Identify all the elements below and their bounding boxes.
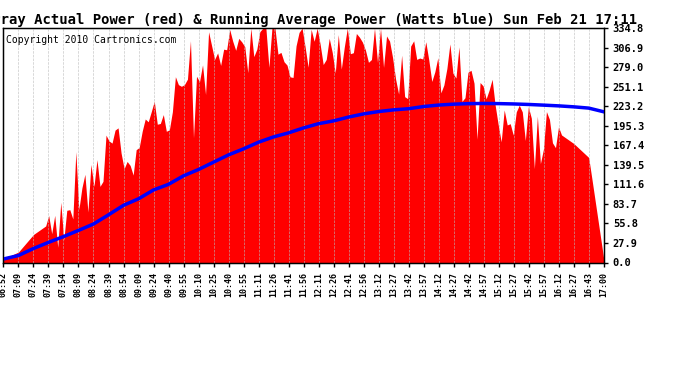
Text: East Array Actual Power (red) & Running Average Power (Watts blue) Sun Feb 21 17: East Array Actual Power (red) & Running … [0, 13, 638, 27]
Text: Copyright 2010 Cartronics.com: Copyright 2010 Cartronics.com [6, 35, 177, 45]
